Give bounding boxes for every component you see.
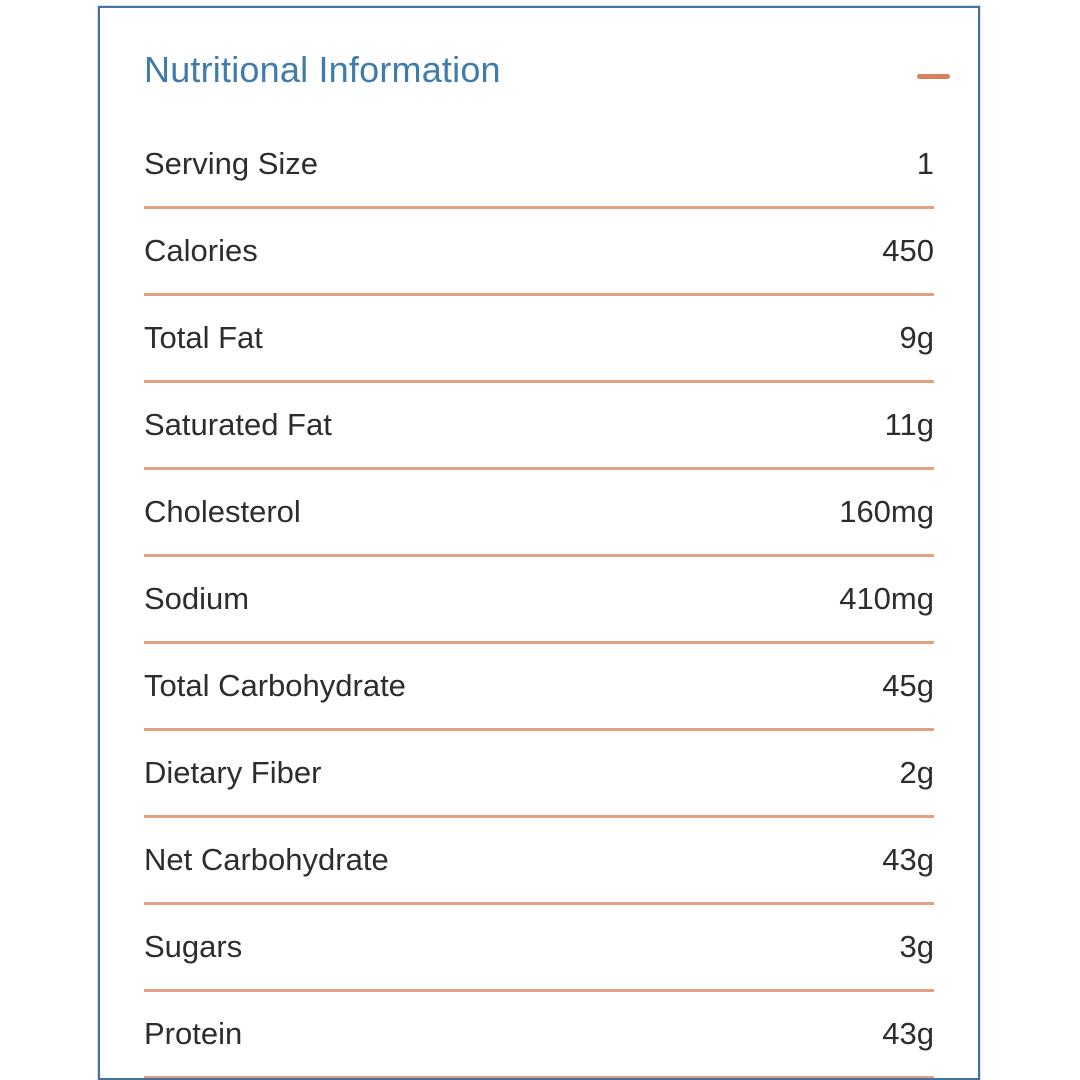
nutrition-row: Cholesterol 160mg	[144, 470, 934, 557]
nutrition-row: Sugars 3g	[144, 905, 934, 992]
nutrition-row: Total Fat 9g	[144, 296, 934, 383]
nutrition-label: Net Carbohydrate	[144, 842, 389, 877]
nutrition-row: Sodium 410mg	[144, 557, 934, 644]
nutrition-value: 2g	[899, 755, 934, 790]
nutrition-value: 1	[916, 146, 934, 181]
nutrition-label: Serving Size	[144, 146, 319, 181]
nutrition-label: Total Carbohydrate	[144, 668, 406, 703]
nutrition-row: Protein 43g	[144, 992, 934, 1078]
nutrition-value: 160mg	[839, 494, 934, 529]
panel-header[interactable]: Nutritional Information	[144, 8, 950, 122]
nutrition-label: Sodium	[144, 581, 250, 616]
nutrition-label: Total Fat	[144, 320, 263, 355]
nutrition-label: Dietary Fiber	[144, 755, 322, 790]
nutrition-value: 410mg	[839, 581, 934, 616]
nutrition-value: 45g	[882, 668, 934, 703]
nutrition-label: Protein	[144, 1016, 243, 1051]
nutrition-row: Dietary Fiber 2g	[144, 731, 934, 818]
nutrition-value: 450	[882, 233, 934, 268]
nutrition-row: Total Carbohydrate 45g	[144, 644, 934, 731]
nutrition-label: Calories	[144, 233, 258, 268]
nutrition-value: 43g	[882, 842, 934, 877]
nutrition-label: Saturated Fat	[144, 407, 332, 442]
panel-title: Nutritional Information	[144, 49, 501, 90]
nutrition-label: Sugars	[144, 929, 243, 964]
nutrition-rows: Serving Size 1 Calories 450 Total Fat 9g…	[144, 122, 934, 1078]
nutrition-row: Saturated Fat 11g	[144, 383, 934, 470]
nutrition-value: 3g	[899, 929, 934, 964]
nutrition-row: Calories 450	[144, 209, 934, 296]
nutrition-value: 43g	[882, 1016, 934, 1051]
nutrition-row: Serving Size 1	[144, 122, 934, 209]
nutritional-information-panel: Nutritional Information Serving Size 1 C…	[98, 6, 980, 1080]
nutrition-row: Net Carbohydrate 43g	[144, 818, 934, 905]
nutrition-value: 9g	[899, 320, 934, 355]
minus-icon[interactable]	[917, 73, 950, 79]
nutrition-value: 11g	[884, 407, 934, 442]
nutrition-label: Cholesterol	[144, 494, 301, 529]
